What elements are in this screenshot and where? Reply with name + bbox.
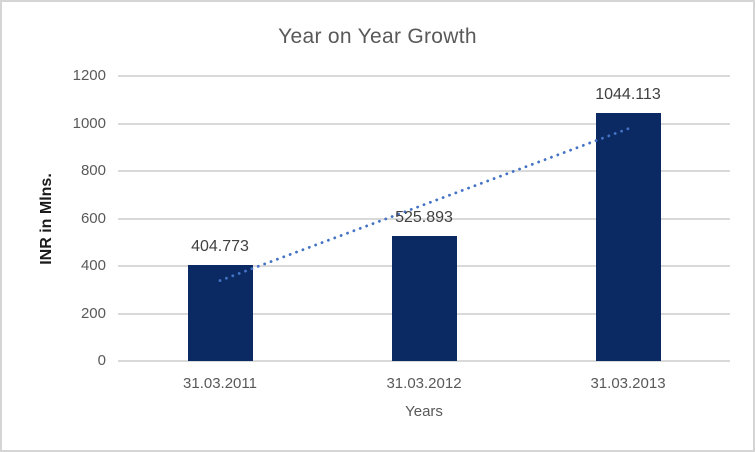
y-tick-label: 1000 [72, 114, 106, 132]
y-tick-label: 0 [97, 352, 106, 369]
bar [391, 236, 457, 361]
gridline [118, 360, 730, 362]
y-tick-label: 400 [80, 257, 106, 274]
x-tick-label: 31.03.2013 [590, 375, 666, 392]
chart-title: Year on Year Growth [278, 25, 477, 48]
plot-area: 404.773 525.893 1044.113 [118, 75, 730, 362]
y-tick-label: 800 [80, 162, 106, 179]
x-tick-label: 31.03.2011 [183, 375, 257, 392]
y-tick-label: 1200 [72, 67, 106, 84]
bar-value-label: 1044.113 [595, 86, 661, 104]
y-tick-label: 200 [80, 304, 106, 322]
trendline [218, 127, 630, 282]
bar-value-label: 525.893 [395, 209, 453, 227]
gridline [118, 217, 730, 220]
bar-value-label: 404.773 [191, 237, 249, 255]
bar [595, 113, 661, 361]
y-tick-label: 600 [80, 209, 106, 227]
x-tick-label: 31.03.2012 [386, 375, 462, 392]
x-axis-title: Years [405, 403, 443, 420]
gridline [118, 170, 730, 172]
trendline-svg [218, 127, 630, 282]
gridline [118, 122, 730, 125]
gridline [118, 75, 730, 77]
